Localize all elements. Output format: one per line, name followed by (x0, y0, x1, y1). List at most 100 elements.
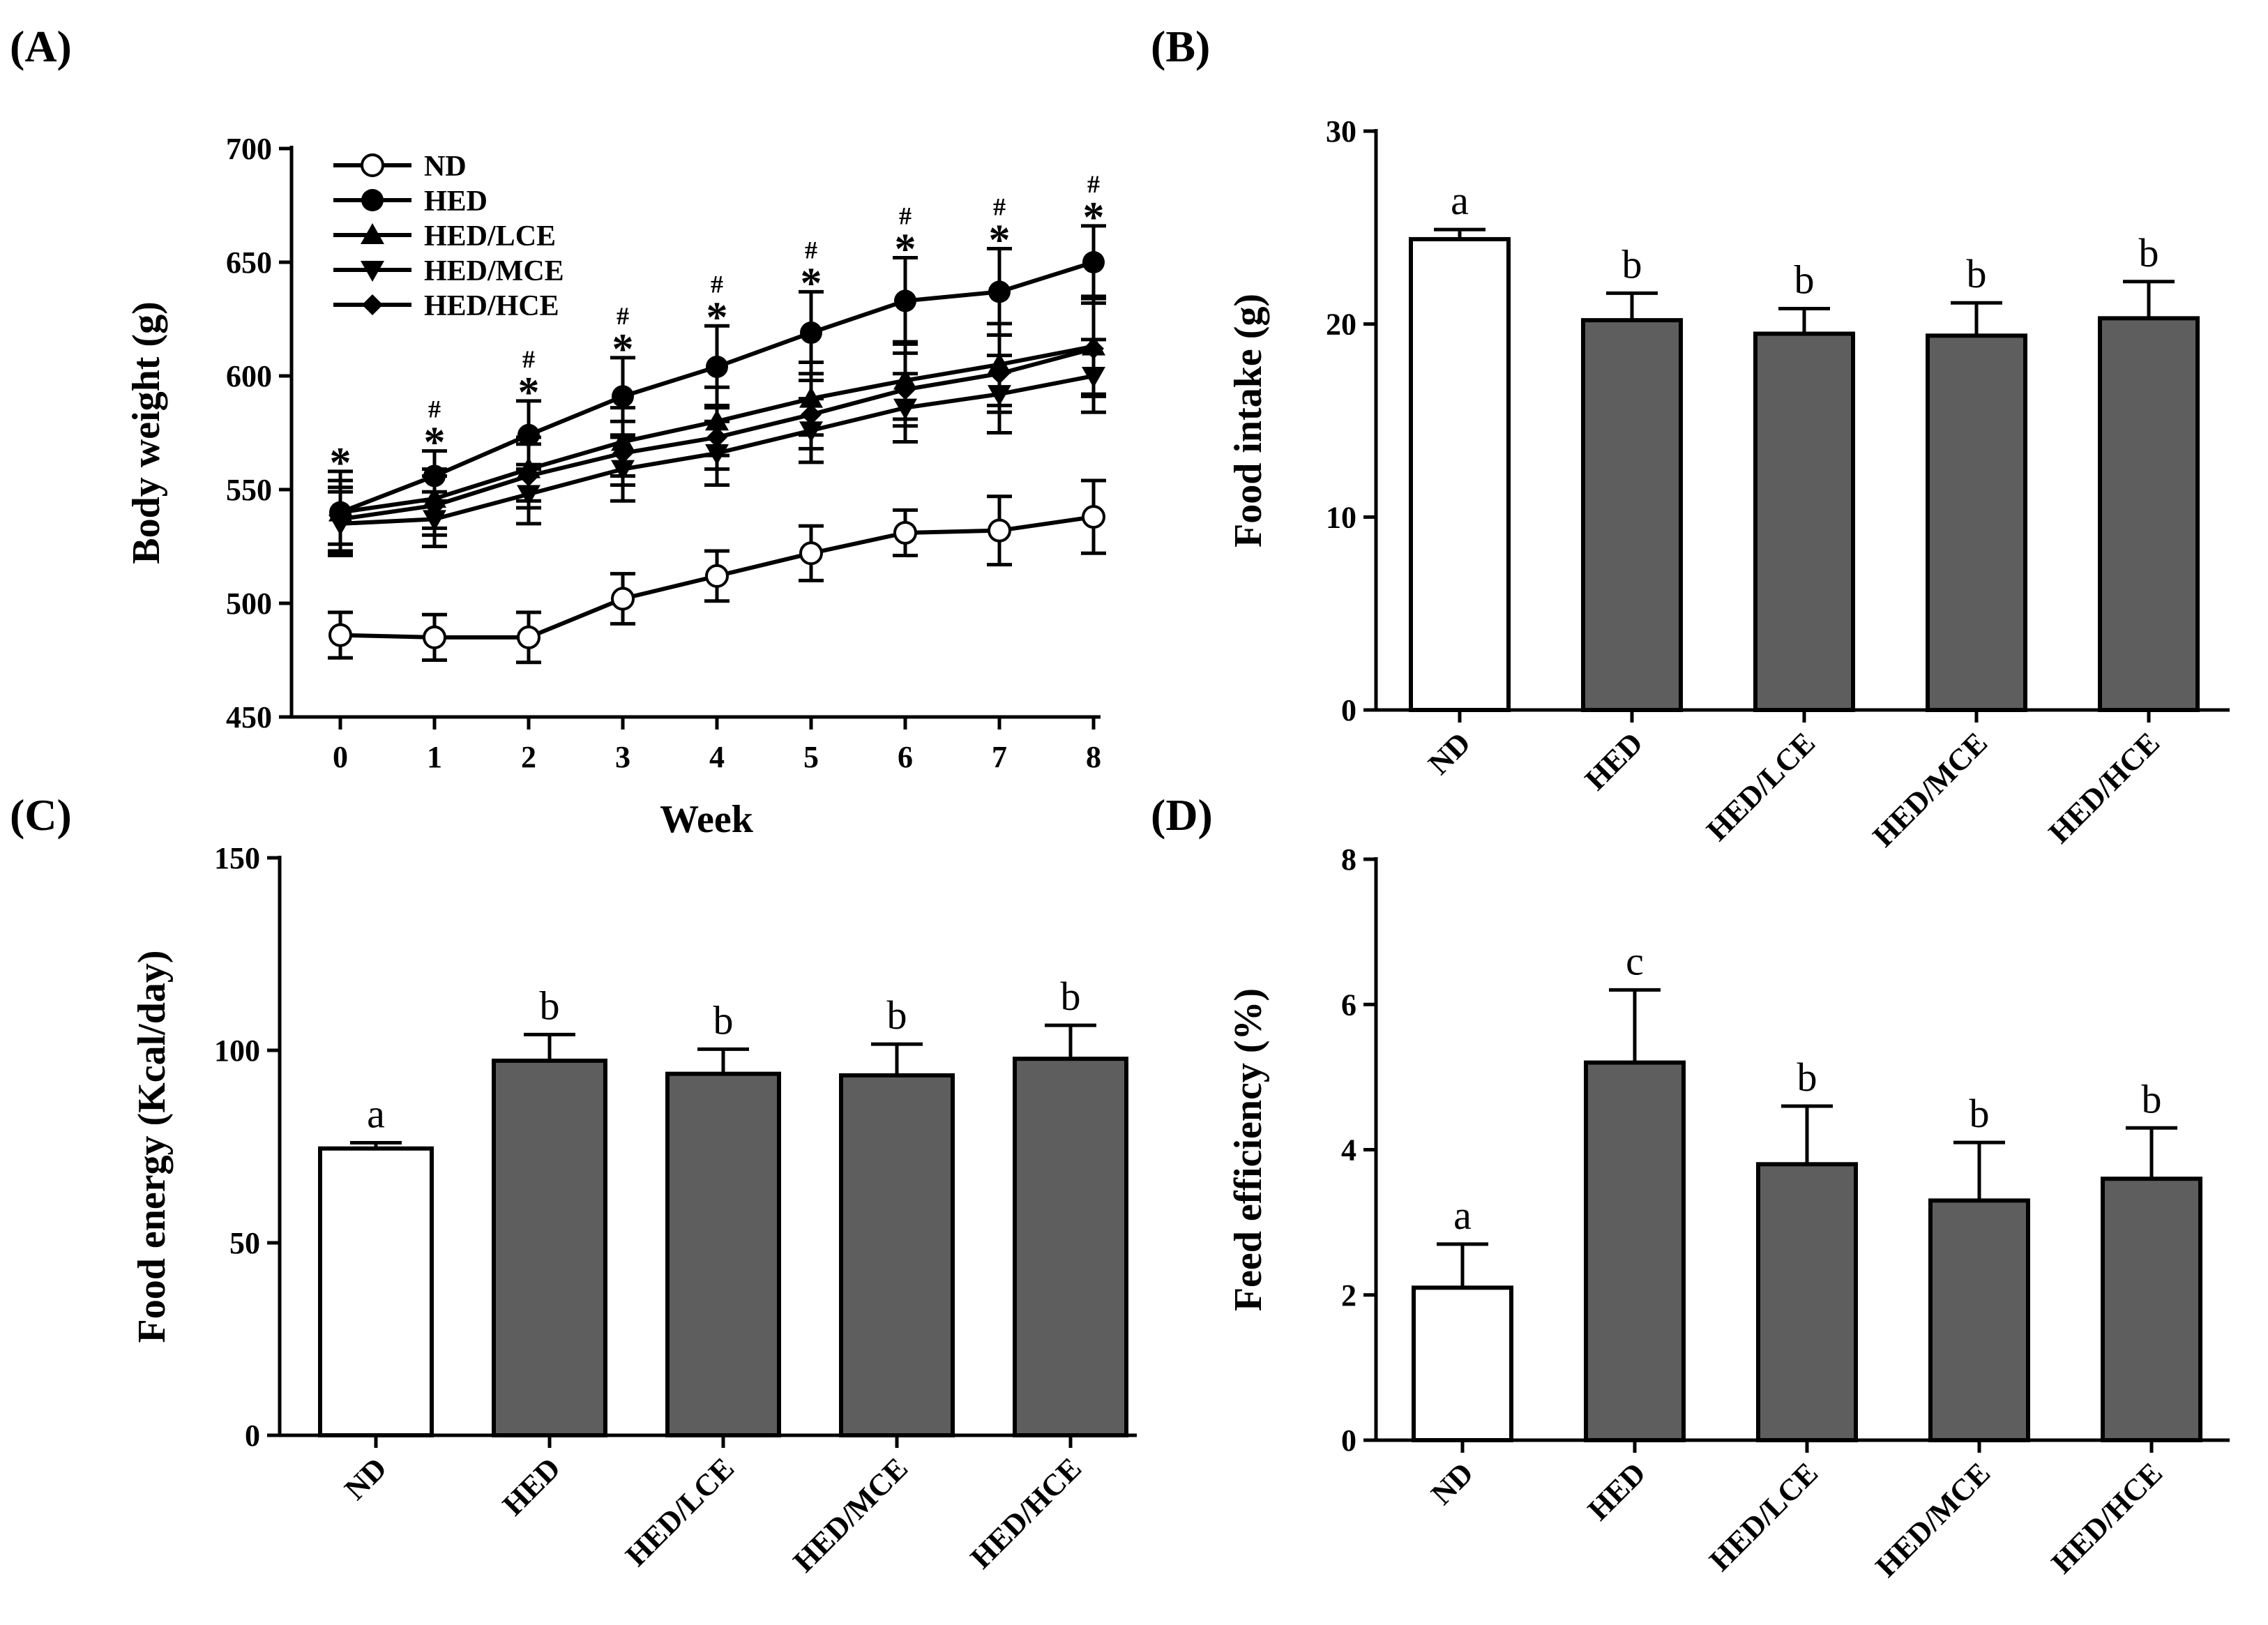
y-tick-label-b: 30 (1326, 114, 1356, 149)
bar-d-hed-lce (1756, 1162, 1858, 1442)
y-axis-label-a: Body weight (g) (125, 301, 168, 564)
panel-label-d: (D) (1151, 790, 1213, 840)
y-tick-label-b: 20 (1326, 308, 1356, 342)
marker-nd (611, 587, 635, 611)
significance-star: * (895, 225, 916, 273)
significance-letter-c: b (713, 997, 734, 1043)
significance-hash: # (617, 302, 629, 330)
bar-b-nd (1409, 236, 1511, 712)
y-tick-label-d: 2 (1341, 1278, 1356, 1313)
bar-d-hed (1584, 1060, 1686, 1443)
y-tick-label-d: 4 (1341, 1133, 1356, 1167)
legend-label-hed-hce: HED/HCE (424, 290, 559, 322)
significance-hash: # (1087, 170, 1100, 198)
marker-nd (799, 541, 823, 566)
significance-hash: # (805, 236, 817, 264)
y-tick-label-b: 0 (1341, 693, 1356, 727)
significance-letter-d: a (1453, 1193, 1472, 1238)
y-axis-label-c: Food energy (Kcal/day) (130, 950, 174, 1343)
significance-star: * (989, 216, 1011, 264)
marker-hed (800, 322, 822, 345)
x-tick-label-a: 0 (333, 740, 348, 774)
significance-letter-b: a (1451, 178, 1469, 223)
x-tick-label-c: HED (496, 1451, 567, 1522)
legend-marker-hed-hce (362, 294, 383, 315)
bar-c-hed-hce (1013, 1057, 1128, 1438)
significance-letter-d: b (1797, 1055, 1817, 1100)
marker-hed-hce (801, 404, 822, 425)
x-tick-label-a: 6 (898, 740, 913, 774)
bar-b-hed-lce (1753, 331, 1855, 712)
legend-label-hed-mce: HED/MCE (424, 255, 564, 287)
marker-nd (423, 625, 446, 649)
x-tick-label-d: HED/HCE (2045, 1456, 2169, 1580)
significance-letter-c: b (540, 983, 560, 1028)
marker-hed-hce (612, 442, 633, 464)
bar-c-hed-lce (665, 1071, 781, 1437)
x-tick-label-b: ND (1421, 725, 1477, 781)
x-tick-label-a: 8 (1086, 740, 1101, 774)
y-tick-label-c: 50 (229, 1226, 260, 1260)
significance-star: * (1083, 194, 1105, 241)
marker-nd (988, 518, 1011, 543)
bar-d-hed-mce (1928, 1198, 2030, 1442)
legend-marker-hed-lce (361, 223, 384, 244)
significance-letter-c: b (1061, 974, 1081, 1019)
x-tick-label-d: ND (1424, 1456, 1480, 1511)
marker-hed (1082, 251, 1105, 273)
marker-nd (1082, 505, 1105, 529)
x-tick-label-a: 7 (992, 740, 1007, 774)
significance-letter-b: b (1622, 241, 1642, 287)
marker-hed-hce (424, 494, 445, 516)
x-tick-label-c: HED/MCE (787, 1451, 914, 1578)
bar-d-hed-hce (2101, 1177, 2202, 1443)
bar-c-hed (492, 1058, 607, 1438)
y-tick-label-a: 650 (226, 245, 272, 280)
bar-b-hed (1581, 318, 1683, 712)
marker-hed (706, 355, 728, 378)
marker-hed (988, 280, 1011, 303)
y-tick-label-d: 8 (1341, 842, 1356, 877)
y-tick-label-c: 0 (245, 1419, 260, 1453)
significance-hash: # (993, 192, 1006, 220)
bar-c-hed-mce (839, 1073, 955, 1437)
significance-letter-c: a (367, 1091, 385, 1136)
bar-b-hed-hce (2098, 316, 2200, 713)
bar-d-nd (1412, 1285, 1513, 1443)
y-axis-label-b: Food intake (g) (1227, 294, 1270, 547)
bar-b-hed-mce (1926, 333, 2027, 712)
x-tick-label-a: 5 (803, 740, 819, 774)
marker-hed-hce (989, 363, 1010, 384)
x-axis-label-a: Week (660, 798, 754, 841)
marker-hed-hce (330, 508, 351, 530)
y-tick-label-c: 150 (214, 841, 260, 875)
significance-star: * (330, 439, 351, 487)
x-tick-label-a: 1 (427, 740, 442, 774)
significance-star: * (801, 259, 822, 307)
significance-star: * (612, 326, 634, 373)
y-tick-label-a: 450 (226, 700, 272, 734)
x-tick-label-b: HED (1578, 725, 1649, 796)
legend-label-nd: ND (424, 151, 467, 183)
marker-nd (893, 520, 917, 545)
legend-marker-hed-mce (361, 261, 384, 282)
x-tick-label-b: HED/HCE (2042, 725, 2166, 849)
legend-marker-hed (361, 189, 384, 211)
marker-hed (894, 289, 916, 312)
significance-star: * (518, 369, 540, 416)
x-tick-label-d: HED/MCE (1869, 1456, 1997, 1583)
marker-nd (517, 625, 540, 649)
y-axis-label-d: Feed efficiency (%) (1227, 988, 1270, 1311)
y-tick-label-a: 700 (226, 132, 272, 166)
x-tick-label-b: HED/MCE (1866, 725, 1994, 853)
marker-hed-hce (706, 427, 727, 448)
x-tick-label-a: 4 (709, 740, 725, 774)
marker-hed-hce (1083, 338, 1104, 359)
marker-hed (612, 385, 634, 408)
panel-label-a: (A) (10, 22, 72, 71)
y-tick-label-b: 10 (1326, 500, 1356, 534)
marker-nd (705, 564, 729, 588)
marker-nd (328, 623, 352, 647)
significance-letter-d: b (1970, 1091, 1990, 1136)
